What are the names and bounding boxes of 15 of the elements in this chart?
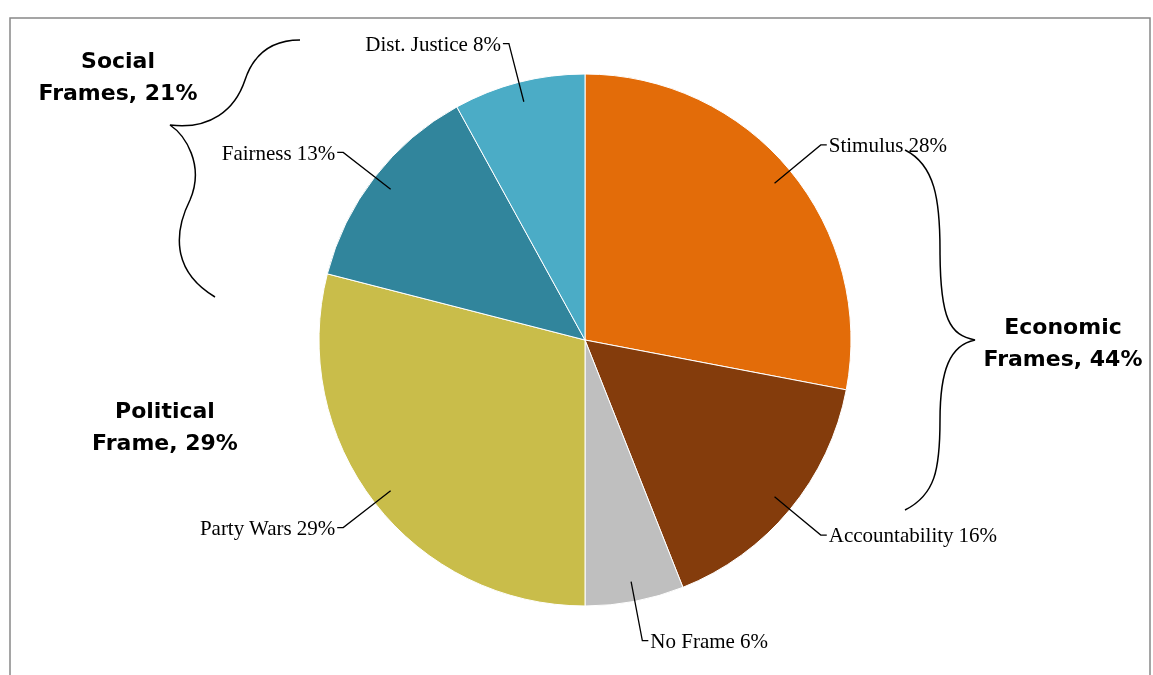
- slice-label: Fairness: [221, 140, 292, 165]
- data-label: 28%: [908, 133, 947, 158]
- data-label: 16%: [958, 523, 998, 548]
- text: Political Frame, 29%: [92, 398, 238, 455]
- data-label: 13%: [296, 140, 336, 165]
- text: Social Frames, 21%: [38, 48, 198, 105]
- data-label: 6%: [739, 628, 768, 653]
- slice-label: Stimulus: [828, 133, 904, 158]
- slice-label: Accountability: [828, 523, 955, 548]
- slice-label: Dist. Justice: [365, 31, 468, 56]
- data-label: 8%: [472, 31, 501, 56]
- slice-label: Party Wars: [199, 515, 292, 540]
- data-label: 29%: [296, 515, 336, 540]
- slice-label: No Frame: [650, 628, 735, 653]
- text: Economic Frames, 44%: [983, 314, 1143, 371]
